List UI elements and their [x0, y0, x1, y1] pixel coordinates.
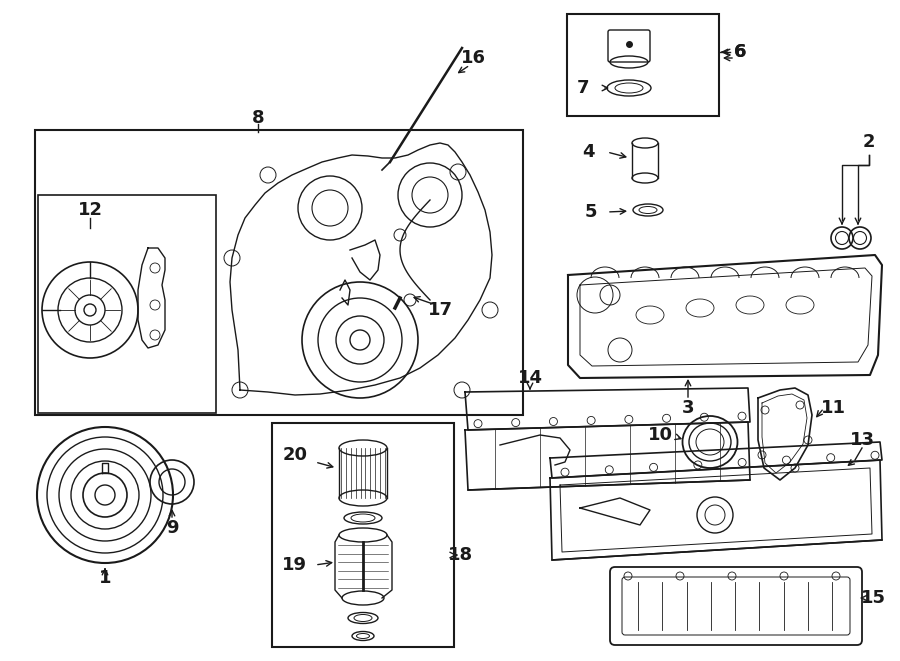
Text: 16: 16 [461, 49, 485, 67]
Text: 8: 8 [252, 109, 265, 127]
Text: 6: 6 [734, 43, 746, 61]
Text: 15: 15 [860, 589, 886, 607]
Text: 11: 11 [821, 399, 845, 417]
Text: 18: 18 [447, 546, 473, 564]
Bar [272, 423, 454, 647]
Text: 3: 3 [682, 399, 694, 417]
Text: 1: 1 [99, 569, 112, 587]
Text: 7: 7 [577, 79, 590, 97]
Bar [567, 14, 719, 116]
Text: 4: 4 [581, 143, 594, 161]
Text: 9: 9 [166, 519, 178, 537]
Text: 6: 6 [734, 43, 746, 61]
Text: 19: 19 [282, 556, 307, 574]
Bar [38, 195, 216, 413]
Text: 20: 20 [283, 446, 308, 464]
Text: 2: 2 [863, 133, 875, 151]
Text: 12: 12 [77, 201, 103, 219]
Text: 14: 14 [518, 369, 543, 387]
Bar [35, 130, 523, 415]
Text: 17: 17 [428, 301, 453, 319]
Text: 5: 5 [585, 203, 598, 221]
Text: 13: 13 [850, 431, 875, 449]
Text: 10: 10 [647, 426, 672, 444]
